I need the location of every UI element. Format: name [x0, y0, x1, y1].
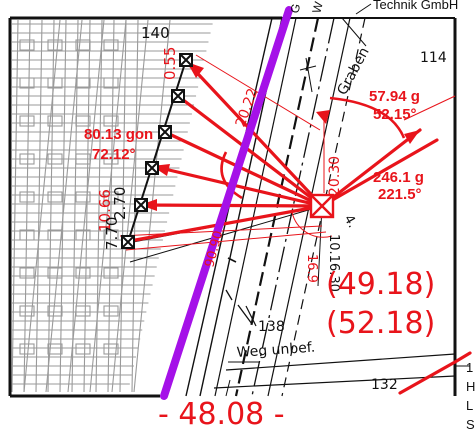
angle-left-deg: 72.12°: [92, 146, 136, 163]
hatch-line: [95, 19, 103, 393]
building-outline: [103, 39, 119, 51]
building-outline: [47, 191, 63, 203]
measure-m4: 7.70: [103, 217, 121, 250]
result-value-2: (52.18): [326, 306, 435, 341]
legend-s: S: [466, 417, 475, 432]
hatch-line: [89, 19, 127, 393]
building-outline: [103, 267, 119, 279]
building-outline: [75, 115, 91, 127]
angle-upper-deg: 52.15°: [373, 106, 417, 123]
building-outline: [47, 305, 63, 317]
legend-l: L: [466, 398, 473, 413]
building-outline: [75, 305, 91, 317]
measure-rot1: 16.9: [304, 254, 319, 283]
company-leader: [355, 3, 372, 15]
building-outline: [103, 343, 119, 355]
map-frame: [8, 16, 457, 398]
station-marker: [309, 193, 335, 219]
corner-letter-g: G: [287, 2, 303, 15]
building-outline: [47, 39, 63, 51]
corner-letter-w: W: [309, 0, 326, 15]
building-outline: [75, 191, 91, 203]
building-outline: [103, 115, 119, 127]
building-outline: [75, 267, 91, 279]
boundary-point: [171, 89, 185, 103]
building-outline: [103, 191, 119, 203]
building-outline: [47, 153, 63, 165]
boundary-markers: [121, 53, 193, 249]
building-outline: [19, 153, 35, 165]
measurement-rays: [128, 58, 472, 395]
building-outline: [47, 115, 63, 127]
building-outline: [19, 115, 35, 127]
parcel-140: 140: [141, 24, 170, 42]
building-outline: [103, 229, 119, 241]
boundary-point: [121, 235, 135, 249]
parcel-hatching: [11, 19, 213, 393]
hatch-line: [67, 19, 105, 393]
legend-1: 1: [466, 360, 473, 375]
building-outline: [103, 153, 119, 165]
hatch-line: [119, 19, 127, 393]
hatch-line: [23, 19, 31, 393]
parcel-114: 114: [420, 50, 447, 66]
building-outline: [75, 229, 91, 241]
boundary-point: [158, 125, 172, 139]
angle-lower-gon: 246.1 g: [373, 169, 424, 186]
hatch-line: [59, 19, 67, 393]
building-outline: [19, 267, 35, 279]
building-outline: [75, 343, 91, 355]
parcel-138: 138: [258, 319, 285, 335]
result-value-1: (49.18): [326, 267, 435, 302]
boundary-point: [134, 198, 148, 212]
measure-rot2: 10.16.30: [326, 234, 341, 292]
boundary-point: [145, 161, 159, 175]
building-outline: [103, 305, 119, 317]
building-outline: [19, 77, 35, 89]
building-outline: [19, 305, 35, 317]
building-outline: [47, 267, 63, 279]
boundary-point: [179, 53, 193, 67]
building-outline: [75, 77, 91, 89]
legend-h: H: [466, 379, 475, 394]
hatch-line: [111, 19, 149, 393]
building-outline: [19, 229, 35, 241]
hatch-line: [23, 19, 61, 393]
bottom-distance: - 48.08 -: [158, 397, 285, 432]
building-outline: [75, 39, 91, 51]
company-text: Technik GmbH: [373, 0, 458, 12]
hatch-line: [47, 19, 55, 393]
building-outline: [47, 77, 63, 89]
angle-arcs: [220, 96, 406, 200]
measure-vert: 20.30: [327, 156, 343, 196]
measure-m3: 2.70: [111, 187, 129, 220]
building-outline: [47, 343, 63, 355]
building-outline: [19, 343, 35, 355]
angle-upper-gon: 57.94 g: [369, 88, 420, 105]
angle-lower-deg: 221.5°: [378, 186, 422, 203]
hatch-line: [11, 19, 19, 393]
building-outline: [75, 153, 91, 165]
measure-m2: 10.66: [96, 189, 114, 232]
boundary-highlight: [160, 6, 293, 400]
building-outline: [103, 77, 119, 89]
parcel-132: 132: [371, 377, 398, 393]
building-outline: [19, 39, 35, 51]
building-outline: [19, 191, 35, 203]
building-outline: [47, 229, 63, 241]
hatch-line: [35, 19, 43, 393]
dimension-lines: [119, 54, 456, 251]
hatch-line: [71, 19, 79, 393]
label-weg: Weg unbef.: [236, 340, 316, 361]
angle-left-gon: 80.13 gon: [84, 126, 153, 143]
hatch-line: [83, 19, 91, 393]
hatch-line: [107, 19, 115, 393]
measure-top: 0.55: [161, 47, 179, 80]
parcel-138-leader: [245, 305, 257, 327]
path-lines: [213, 353, 470, 397]
